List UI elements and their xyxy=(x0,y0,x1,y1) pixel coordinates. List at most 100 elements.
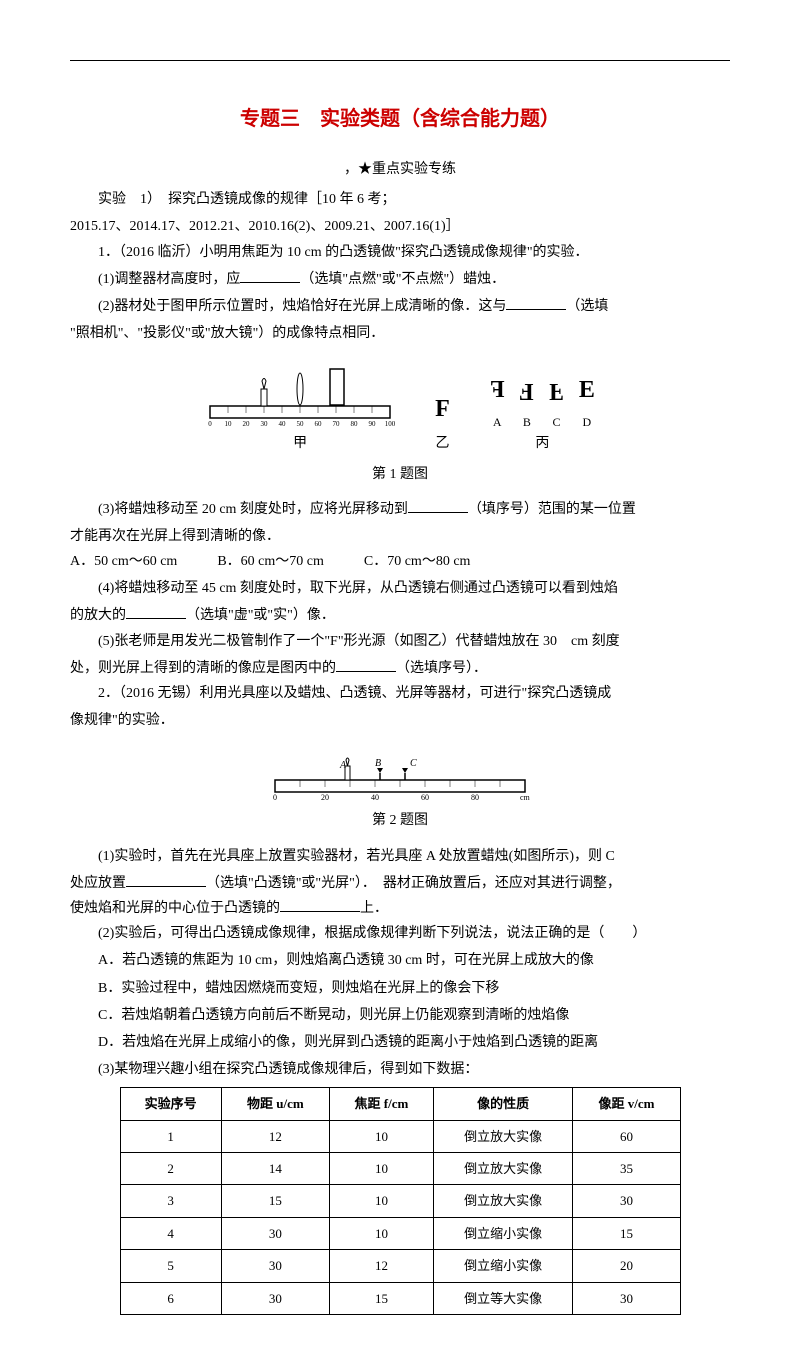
q2-2d: D．若烛焰在光屏上成缩小的像，则光屏到凸透镜的距离小于烛焰到凸透镜的距离 xyxy=(70,1030,730,1055)
svg-text:50: 50 xyxy=(297,420,305,428)
table-cell: 15 xyxy=(329,1282,433,1314)
table-cell: 10 xyxy=(329,1185,433,1217)
subtitle: ，★重点实验专练 xyxy=(70,157,730,182)
svg-text:A: A xyxy=(339,760,347,771)
q2-2c: C．若烛焰朝着凸透镜方向前后不断晃动，则光屏上仍能观察到清晰的烛焰像 xyxy=(70,1003,730,1028)
table-cell: 倒立缩小实像 xyxy=(433,1217,572,1249)
svg-text:40: 40 xyxy=(371,793,379,802)
q1-4: (4)将蜡烛移动至 45 cm 刻度处时，取下光屏，从凸透镜右侧通过凸透镜可以看… xyxy=(70,576,730,601)
q2-2a: A．若凸透镜的焦距为 10 cm，则烛焰离凸透镜 30 cm 时，可在光屏上成放… xyxy=(70,948,730,973)
th: 实验序号 xyxy=(120,1088,221,1120)
table-row: 11210倒立放大实像60 xyxy=(120,1120,680,1152)
table-cell: 10 xyxy=(329,1217,433,1249)
svg-text:20: 20 xyxy=(243,420,251,428)
table-cell: 14 xyxy=(221,1153,329,1185)
q2-1: (1)实验时，首先在光具座上放置实验器材，若光具座 A 处放置蜡烛(如图所示)，… xyxy=(70,844,730,869)
q1-intro: 1．（2016 临沂）小明用焦距为 10 cm 的凸透镜做"探究凸透镜成像规律"… xyxy=(70,240,730,265)
label-jia: 甲 xyxy=(205,431,395,456)
top-divider xyxy=(70,60,730,61)
table-row: 43010倒立缩小实像15 xyxy=(120,1217,680,1249)
blank-field[interactable] xyxy=(240,269,300,283)
table-cell: 3 xyxy=(120,1185,221,1217)
svg-text:60: 60 xyxy=(315,420,323,428)
table-cell: 6 xyxy=(120,1282,221,1314)
table-cell: 倒立放大实像 xyxy=(433,1120,572,1152)
blank-field[interactable] xyxy=(506,296,566,310)
svg-text:C: C xyxy=(410,758,417,769)
option-a: A．50 cm～60 cm xyxy=(70,549,177,574)
table-cell: 30 xyxy=(221,1250,329,1282)
exp1-header2: 2015.17、2014.17、2012.21、2010.16(2)、2009.… xyxy=(70,214,730,239)
table-cell: 倒立放大实像 xyxy=(433,1153,572,1185)
blank-field[interactable] xyxy=(336,658,396,672)
th: 像距 v/cm xyxy=(573,1088,680,1120)
table-row: 63015倒立等大实像30 xyxy=(120,1282,680,1314)
table-cell: 30 xyxy=(221,1282,329,1314)
exp1-header: 实验 1） 探究凸透镜成像的规律［10 年 6 考； xyxy=(70,187,730,212)
q2-1b: 处应放置（选填"凸透镜"或"光屏"）． 器材正确放置后，还应对其进行调整， xyxy=(70,871,730,896)
label-yi: 乙 xyxy=(435,431,450,456)
table-cell: 20 xyxy=(573,1250,680,1282)
table-cell: 2 xyxy=(120,1153,221,1185)
table-cell: 30 xyxy=(573,1185,680,1217)
table-cell: 60 xyxy=(573,1120,680,1152)
blank-field[interactable] xyxy=(408,499,468,513)
svg-text:60: 60 xyxy=(421,793,429,802)
svg-text:20: 20 xyxy=(321,793,329,802)
th: 焦距 f/cm xyxy=(329,1088,433,1120)
svg-text:B: B xyxy=(375,758,381,769)
th: 物距 u/cm xyxy=(221,1088,329,1120)
blank-field[interactable] xyxy=(126,605,186,619)
figure-1-row: 0 10 20 30 40 50 60 70 80 90 100 甲 F 乙 xyxy=(70,361,730,456)
table-cell: 10 xyxy=(329,1153,433,1185)
table-row: 53012倒立缩小实像20 xyxy=(120,1250,680,1282)
table-cell: 倒立等大实像 xyxy=(433,1282,572,1314)
options-row: A．50 cm～60 cm B．60 cm～70 cm C．70 cm～80 c… xyxy=(70,549,730,574)
table-cell: 15 xyxy=(221,1185,329,1217)
q2-1d: 使烛焰和光屏的中心位于凸透镜的上． xyxy=(70,896,730,921)
svg-text:40: 40 xyxy=(279,420,287,428)
blank-field[interactable] xyxy=(280,898,360,912)
table-row: 21410倒立放大实像35 xyxy=(120,1153,680,1185)
q1-2c: "照相机"、"投影仪"或"放大镜"）的成像特点相同． xyxy=(70,321,730,346)
main-title: 专题三 实验类题（含综合能力题） xyxy=(70,101,730,137)
svg-text:70: 70 xyxy=(333,420,341,428)
q2-2: (2)实验后，可得出凸透镜成像规律，根据成像规律判断下列说法，说法正确的是（ ） xyxy=(70,921,730,946)
table-cell: 30 xyxy=(573,1282,680,1314)
q2-3: (3)某物理兴趣小组在探究凸透镜成像规律后，得到如下数据： xyxy=(70,1057,730,1082)
figure-bing: F A F B F C E D 丙 xyxy=(490,369,595,457)
table-cell: 10 xyxy=(329,1120,433,1152)
fig2-caption: 第 2 题图 xyxy=(70,808,730,833)
table-row: 31510倒立放大实像30 xyxy=(120,1185,680,1217)
th: 像的性质 xyxy=(433,1088,572,1120)
svg-text:0: 0 xyxy=(273,793,277,802)
table-cell: 30 xyxy=(221,1217,329,1249)
q1-3c: 才能再次在光屏上得到清晰的像． xyxy=(70,524,730,549)
q1-4b: 的放大的（选填"虚"或"实"）像． xyxy=(70,603,730,628)
table-cell: 15 xyxy=(573,1217,680,1249)
table-cell: 12 xyxy=(221,1120,329,1152)
q1-2: (2)器材处于图甲所示位置时，烛焰恰好在光屏上成清晰的像．这与（选填 xyxy=(70,294,730,319)
svg-text:10: 10 xyxy=(225,420,233,428)
optical-bench-icon: 0 10 20 30 40 50 60 70 80 90 100 xyxy=(205,361,395,431)
optical-bench-2-icon: 0 20 40 60 80 cm100 A B C xyxy=(270,748,530,803)
q2-2b: B．实验过程中，蜡烛因燃烧而变短，则烛焰在光屏上的像会下移 xyxy=(70,976,730,1001)
q1-5: (5)张老师是用发光二极管制作了一个"F"形光源（如图乙）代替蜡烛放在 30 c… xyxy=(70,629,730,654)
svg-text:80: 80 xyxy=(351,420,359,428)
q1-5b: 处，则光屏上得到的清晰的像应是图丙中的（选填序号）． xyxy=(70,656,730,681)
q1-3: (3)将蜡烛移动至 20 cm 刻度处时，应将光屏移动到（填序号）范围的某一位置 xyxy=(70,497,730,522)
blank-field[interactable] xyxy=(126,873,206,887)
q2-intro-b: 像规律"的实验． xyxy=(70,708,730,733)
q2-intro: 2．（2016 无锡）利用光具座以及蜡烛、凸透镜、光屏等器材，可进行"探究凸透镜… xyxy=(70,681,730,706)
table-cell: 倒立缩小实像 xyxy=(433,1250,572,1282)
table-cell: 4 xyxy=(120,1217,221,1249)
figure-2-row: 0 20 40 60 80 cm100 A B C xyxy=(70,748,730,803)
fig1-caption: 第 1 题图 xyxy=(70,462,730,487)
option-b: B．60 cm～70 cm xyxy=(217,549,324,574)
figure-yi: F 乙 xyxy=(435,388,450,456)
svg-text:0: 0 xyxy=(208,420,212,428)
table-cell: 12 xyxy=(329,1250,433,1282)
svg-text:cm100: cm100 xyxy=(520,793,530,802)
table-cell: 5 xyxy=(120,1250,221,1282)
table-header-row: 实验序号 物距 u/cm 焦距 f/cm 像的性质 像距 v/cm xyxy=(120,1088,680,1120)
